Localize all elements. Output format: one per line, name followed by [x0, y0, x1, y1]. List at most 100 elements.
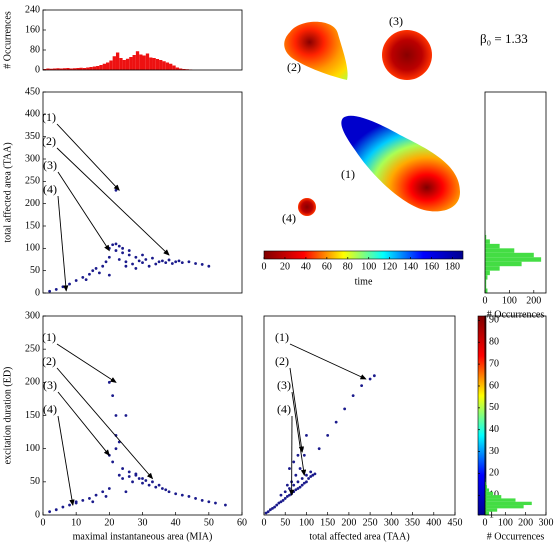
- colorbar-tick-label: 160: [424, 261, 439, 272]
- x-axis-label: # Occurrences: [487, 309, 545, 320]
- point: [94, 267, 98, 270]
- bar: [112, 56, 116, 70]
- point: [305, 434, 308, 437]
- x-tick-label: 50: [204, 517, 214, 528]
- bar: [92, 66, 97, 70]
- point: [283, 497, 287, 500]
- annotation: (1): [42, 110, 56, 124]
- y-axis-label: excitation duration (ED): [2, 367, 13, 465]
- y-tick-label: 240: [25, 4, 40, 15]
- point: [131, 480, 134, 484]
- y-tick-label: 0: [35, 287, 40, 298]
- bar: [485, 505, 524, 509]
- point: [264, 511, 268, 515]
- point: [187, 495, 191, 498]
- y-tick-label: 80: [30, 44, 40, 55]
- bar: [485, 279, 487, 285]
- pattern-images: (2) (3) (1) (4) β₀ = 1.33: [282, 14, 528, 225]
- point: [127, 249, 131, 252]
- bar: [62, 68, 67, 70]
- bar: [89, 67, 93, 70]
- point: [161, 487, 164, 490]
- bar: [485, 248, 515, 253]
- point: [309, 470, 313, 474]
- point: [298, 485, 302, 489]
- y-axis-label: # Occurrences: [2, 11, 13, 69]
- x-tick-label: 0: [41, 517, 46, 528]
- point: [268, 508, 272, 512]
- pattern-label: (1): [341, 167, 355, 181]
- point: [141, 253, 144, 257]
- colorbar-tick-label: 50: [489, 402, 499, 413]
- point: [187, 260, 191, 264]
- point: [177, 259, 181, 263]
- point: [48, 510, 52, 514]
- bar: [66, 68, 70, 70]
- point: [368, 377, 372, 381]
- point: [114, 242, 118, 246]
- x-tick-label: 0: [262, 517, 267, 528]
- point: [127, 253, 131, 257]
- plot-frame: [484, 315, 547, 516]
- bar: [99, 65, 103, 70]
- colorbar-tick-label: 40: [301, 261, 311, 272]
- point: [334, 420, 338, 424]
- point: [107, 487, 111, 490]
- bar: [129, 57, 133, 70]
- point: [127, 470, 131, 474]
- y-tick-label: 50: [30, 476, 40, 487]
- pattern-3: [382, 30, 432, 80]
- annotation: (3): [43, 378, 57, 392]
- bar: [132, 55, 136, 70]
- point: [141, 261, 144, 265]
- point: [137, 259, 141, 263]
- bar: [56, 68, 60, 70]
- plot-frame: [42, 91, 243, 294]
- y-tick-label: 0: [35, 64, 40, 75]
- point: [285, 483, 289, 487]
- point: [54, 508, 58, 512]
- point: [114, 188, 118, 192]
- bar: [182, 69, 186, 70]
- annotation: (3): [43, 158, 57, 172]
- point: [307, 477, 310, 480]
- bar: [485, 485, 488, 489]
- point: [154, 262, 158, 266]
- colorbar-tick-label: 20: [280, 261, 290, 272]
- point: [151, 256, 154, 260]
- annotation: (3): [277, 378, 291, 392]
- annotation: (4): [277, 402, 291, 416]
- point: [54, 288, 58, 291]
- point: [194, 497, 197, 500]
- colorbar-tick-label: 60: [322, 261, 332, 272]
- x-tick-label: 250: [363, 517, 378, 528]
- point: [300, 483, 304, 487]
- x-tick-label: 150: [320, 517, 335, 528]
- point: [124, 264, 128, 268]
- x-tick-label: 100: [502, 295, 517, 306]
- point: [117, 258, 121, 261]
- bar: [49, 68, 53, 70]
- y-tick-label: 300: [25, 153, 40, 164]
- point: [277, 501, 281, 505]
- point: [167, 258, 171, 262]
- point: [121, 251, 124, 255]
- arrow: [291, 391, 307, 477]
- pattern-label: (3): [389, 14, 403, 28]
- colorbar-tick-label: 30: [489, 446, 499, 457]
- point: [294, 473, 298, 477]
- bar: [142, 55, 146, 70]
- point: [147, 264, 151, 268]
- bar: [485, 508, 498, 512]
- x-tick-label: 60: [237, 517, 247, 528]
- annotation: (1): [42, 330, 56, 344]
- point: [154, 485, 158, 489]
- y-tick-label: 400: [25, 109, 40, 120]
- point: [151, 480, 154, 484]
- colorbar: [477, 315, 487, 516]
- point: [200, 263, 204, 266]
- bar: [485, 288, 488, 293]
- point: [68, 282, 71, 286]
- arrow: [289, 343, 367, 380]
- point: [164, 261, 168, 265]
